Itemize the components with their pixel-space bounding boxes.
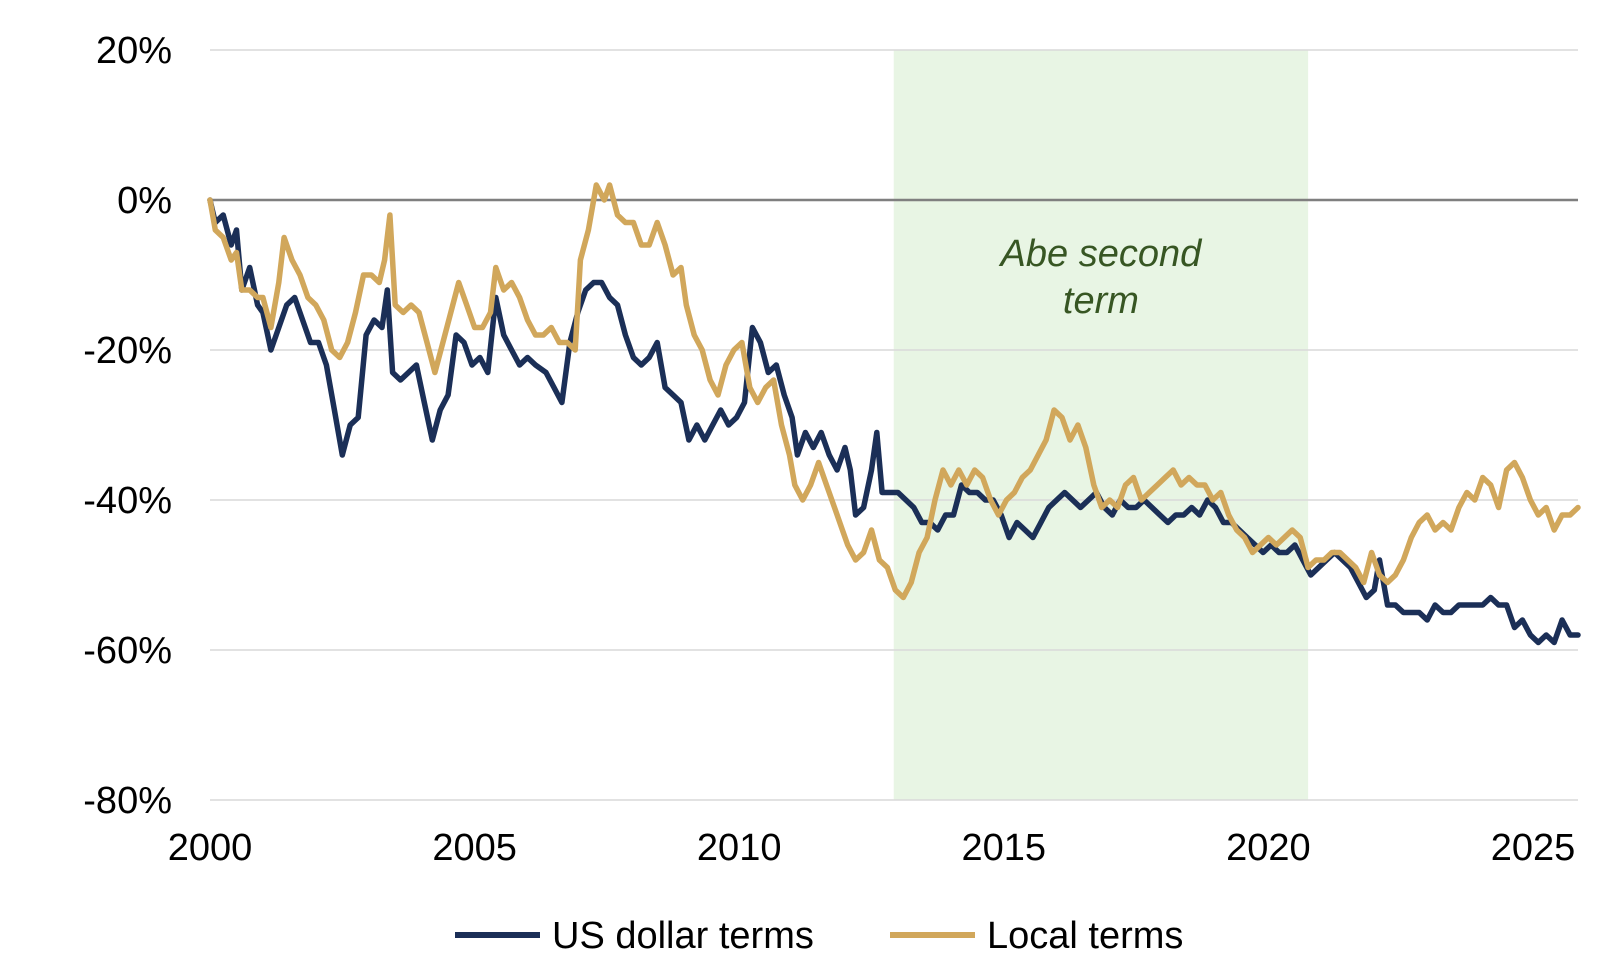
annotation-layer: Abe second term xyxy=(999,233,1204,322)
shaded-region-abe-second-term xyxy=(893,50,1309,800)
shaded-region-layer xyxy=(893,50,1309,800)
x-tick-label-2015: 2015 xyxy=(962,827,1047,869)
y-tick-label-20: -20% xyxy=(83,330,172,372)
y-tick-label-20: 20% xyxy=(96,30,172,72)
series-layer xyxy=(207,182,1581,646)
y-tick-label-80: -80% xyxy=(83,780,172,822)
legend-label-us-dollar-terms: US dollar terms xyxy=(552,915,814,957)
x-axis-tick-labels: 2000 2005 2010 2015 2020 2025 xyxy=(168,827,1576,869)
shaded-region-label-line1: Abe second xyxy=(999,233,1204,275)
x-tick-label-2000: 2000 xyxy=(168,827,253,869)
x-tick-label-2020: 2020 xyxy=(1226,827,1311,869)
series-line-local-terms xyxy=(207,182,1581,601)
x-tick-label-2005: 2005 xyxy=(432,827,517,869)
y-tick-label-0: 0% xyxy=(117,180,172,222)
grid-layer xyxy=(210,49,1578,801)
x-tick-label-2025: 2025 xyxy=(1491,827,1576,869)
legend-label-local-terms: Local terms xyxy=(987,915,1183,957)
y-tick-label-60: -60% xyxy=(83,630,172,672)
shaded-region-label-line2: term xyxy=(1063,280,1139,322)
x-tick-label-2010: 2010 xyxy=(697,827,782,869)
legend: US dollar terms Local terms xyxy=(455,915,1183,957)
y-tick-label-40: -40% xyxy=(83,480,172,522)
series-line-us-dollar-terms xyxy=(207,197,1581,646)
y-axis-tick-labels: 20% 0% -20% -40% -60% -80% xyxy=(83,30,172,822)
